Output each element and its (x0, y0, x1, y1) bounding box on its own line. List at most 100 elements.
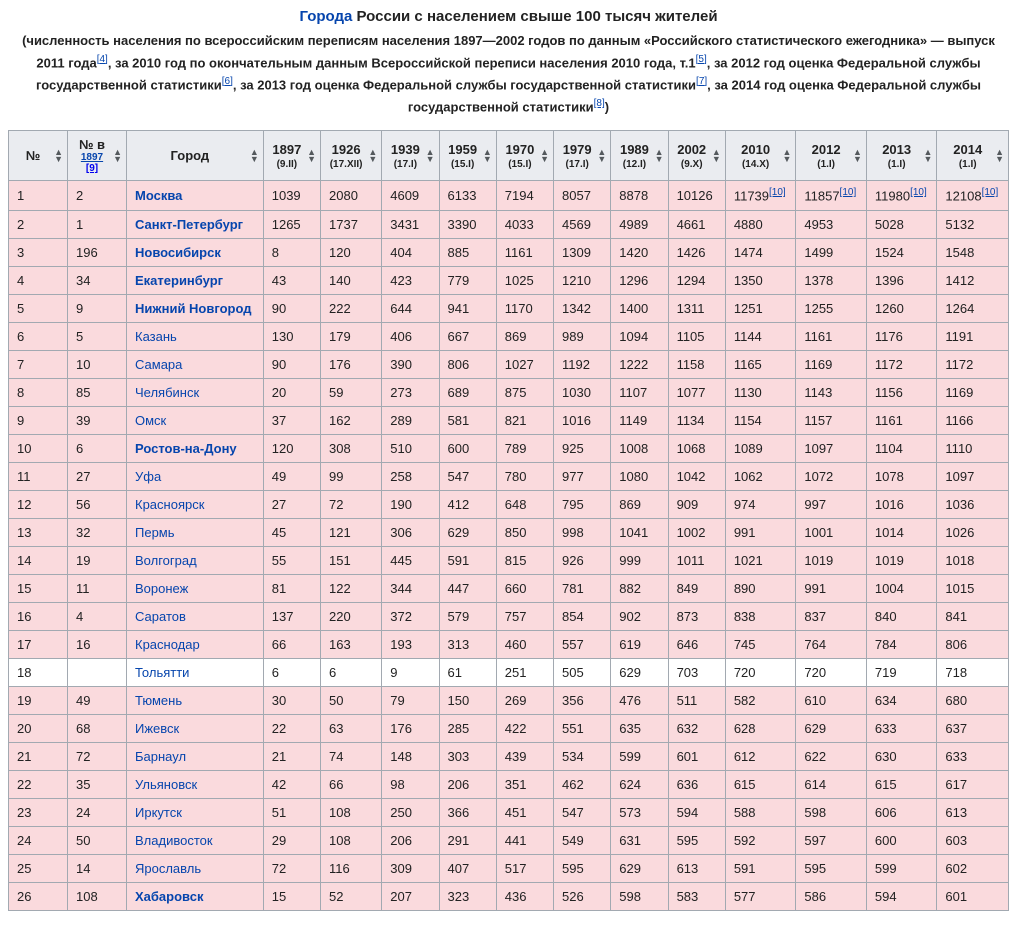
ref-link[interactable]: [8] (594, 98, 605, 109)
cell-n: 12 (9, 490, 68, 518)
sort-icon[interactable]: ▲▼ (250, 149, 259, 163)
col-header[interactable]: №▲▼ (9, 131, 68, 181)
sort-icon[interactable]: ▲▼ (712, 149, 721, 163)
city-link[interactable]: Уфа (135, 469, 161, 484)
cell-value: 599 (866, 854, 937, 882)
col-header[interactable]: 2010(14.X)▲▼ (725, 131, 796, 181)
city-link[interactable]: Омск (135, 413, 166, 428)
col-header[interactable]: 1959(15.I)▲▼ (439, 131, 496, 181)
ref-link[interactable]: [10] (982, 187, 999, 198)
page-title: Города России с населением свыше 100 тыс… (8, 8, 1009, 25)
cell-value: 306 (382, 518, 439, 546)
cell-value: 1264 (937, 294, 1009, 322)
ref-link[interactable]: [6] (222, 76, 233, 87)
col-header[interactable]: 2002(9.X)▲▼ (668, 131, 725, 181)
city-link[interactable]: Челябинск (135, 385, 199, 400)
cell-value: 1072 (796, 462, 867, 490)
ref-link[interactable]: [4] (97, 54, 108, 65)
sort-icon[interactable]: ▲▼ (426, 149, 435, 163)
cell-value: 206 (382, 826, 439, 854)
col-header[interactable]: 2013(1.I)▲▼ (866, 131, 937, 181)
city-link[interactable]: Ростов-на-Дону (135, 441, 237, 456)
city-link[interactable]: Пермь (135, 525, 175, 540)
city-link[interactable]: Воронеж (135, 581, 188, 596)
sort-icon[interactable]: ▲▼ (483, 149, 492, 163)
cell-value: 309 (382, 854, 439, 882)
cell-n: 16 (9, 602, 68, 630)
sort-icon[interactable]: ▲▼ (368, 149, 377, 163)
col-header[interactable]: Город▲▼ (127, 131, 264, 181)
cell-n1897: 4 (68, 602, 127, 630)
col-header[interactable]: 2014(1.I)▲▼ (937, 131, 1009, 181)
cell-value: 90 (263, 294, 320, 322)
city-link[interactable]: Ярославль (135, 861, 201, 876)
cell-value: 1396 (866, 266, 937, 294)
city-link[interactable]: Волгоград (135, 553, 197, 568)
col-header[interactable]: 1979(17.I)▲▼ (554, 131, 611, 181)
ref-link[interactable]: [10] (840, 187, 857, 198)
city-link[interactable]: Екатеринбург (135, 273, 223, 288)
cell-value: 451 (496, 798, 553, 826)
cell-value: 1260 (866, 294, 937, 322)
city-link[interactable]: Самара (135, 357, 182, 372)
city-link[interactable]: Казань (135, 329, 177, 344)
col-header[interactable]: 1939(17.I)▲▼ (382, 131, 439, 181)
cell-city: Ульяновск (127, 770, 264, 798)
sort-icon[interactable]: ▲▼ (655, 149, 664, 163)
city-link[interactable]: Москва (135, 188, 182, 203)
sort-icon[interactable]: ▲▼ (307, 149, 316, 163)
sort-icon[interactable]: ▲▼ (597, 149, 606, 163)
cell-value: 441 (496, 826, 553, 854)
title-link[interactable]: Города (299, 8, 352, 25)
col-header[interactable]: № в 1897[9]▲▼ (68, 131, 127, 181)
cell-value: 882 (611, 574, 668, 602)
col-header[interactable]: 1897(9.II)▲▼ (263, 131, 320, 181)
col-header[interactable]: 1970(15.I)▲▼ (496, 131, 553, 181)
cell-value: 1172 (866, 350, 937, 378)
cell-n1897: 9 (68, 294, 127, 322)
city-link[interactable]: Краснодар (135, 637, 200, 652)
city-link[interactable]: Красноярск (135, 497, 204, 512)
col-header[interactable]: 1989(12.I)▲▼ (611, 131, 668, 181)
sort-icon[interactable]: ▲▼ (995, 149, 1004, 163)
cell-value: 591 (725, 854, 796, 882)
city-link[interactable]: Ульяновск (135, 777, 197, 792)
cell-value: 628 (725, 714, 796, 742)
cell-value: 1222 (611, 350, 668, 378)
city-link[interactable]: Владивосток (135, 833, 213, 848)
cell-value: 90 (263, 350, 320, 378)
cell-city: Воронеж (127, 574, 264, 602)
sort-icon[interactable]: ▲▼ (540, 149, 549, 163)
city-link[interactable]: Саратов (135, 609, 186, 624)
table-row: 710Самара9017639080610271192122211581165… (9, 350, 1009, 378)
sort-icon[interactable]: ▲▼ (853, 149, 862, 163)
ref-link[interactable]: [10] (769, 187, 786, 198)
city-link[interactable]: Иркутск (135, 805, 182, 820)
col-header[interactable]: 1926(17.XII)▲▼ (321, 131, 382, 181)
city-link[interactable]: Новосибирск (135, 245, 221, 260)
cell-value: 1296 (611, 266, 668, 294)
cell-value: 6 (263, 658, 320, 686)
sort-icon[interactable]: ▲▼ (924, 149, 933, 163)
cell-value: 1255 (796, 294, 867, 322)
city-link[interactable]: Ижевск (135, 721, 179, 736)
sort-icon[interactable]: ▲▼ (782, 149, 791, 163)
table-row: 1949Тюмень305079150269356476511582610634… (9, 686, 1009, 714)
ref-link[interactable]: [5] (696, 54, 707, 65)
col-header[interactable]: 2012(1.I)▲▼ (796, 131, 867, 181)
cell-value: 5028 (866, 210, 937, 238)
city-link[interactable]: Тольятти (135, 665, 189, 680)
city-link[interactable]: Тюмень (135, 693, 182, 708)
city-link[interactable]: Нижний Новгород (135, 301, 252, 316)
cell-value: 667 (439, 322, 496, 350)
city-link[interactable]: Хабаровск (135, 889, 203, 904)
cell-value: 718 (937, 658, 1009, 686)
ref-link[interactable]: [10] (910, 187, 927, 198)
sort-icon[interactable]: ▲▼ (54, 149, 63, 163)
ref-link[interactable]: [7] (696, 76, 707, 87)
city-link[interactable]: Барнаул (135, 749, 186, 764)
city-link[interactable]: Санкт-Петербург (135, 217, 243, 232)
cell-n: 10 (9, 434, 68, 462)
cell-value: 8878 (611, 181, 668, 210)
sort-icon[interactable]: ▲▼ (113, 149, 122, 163)
